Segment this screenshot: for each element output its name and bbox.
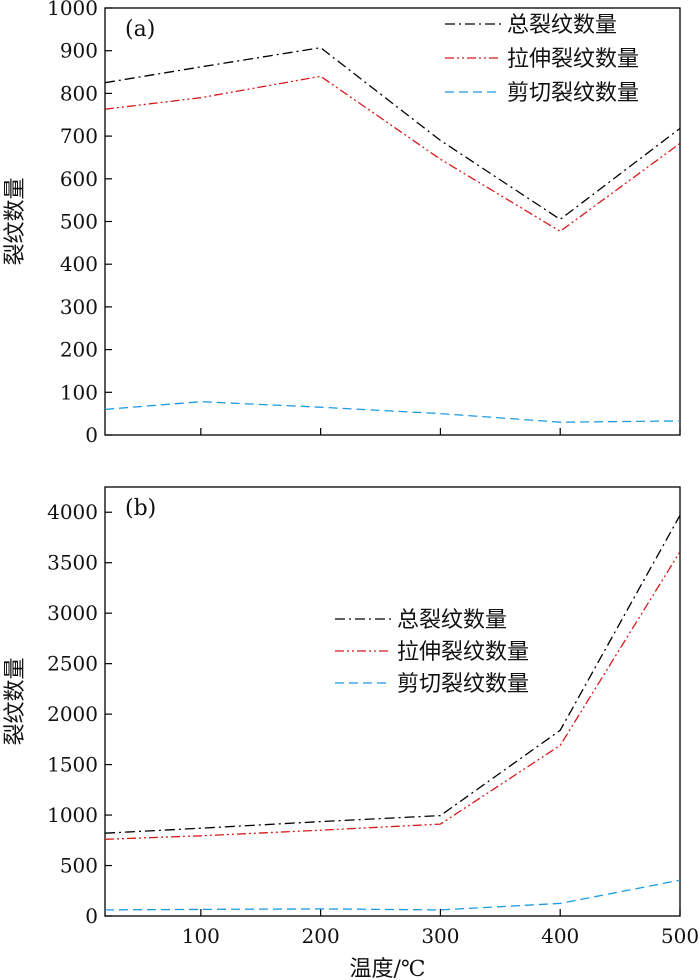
- y-tick-label: 1000: [47, 0, 98, 20]
- y-tick-label: 4000: [47, 500, 98, 524]
- legend-entry: 拉伸裂纹数量: [397, 640, 529, 665]
- series-line-0: [104, 47, 681, 221]
- plot-frame: [104, 486, 681, 917]
- x-tick-label: 200: [302, 924, 340, 948]
- y-tick-label: 0: [85, 423, 98, 447]
- y-tick-label: 2000: [47, 702, 98, 726]
- y-tick-label: 500: [60, 854, 98, 878]
- y-axis-label: 裂纹数量: [3, 657, 28, 745]
- y-tick-label: 2500: [47, 652, 98, 676]
- x-tick-label: 400: [541, 924, 579, 948]
- legend-entry: 拉伸裂纹数量: [507, 47, 639, 72]
- series-line-1: [104, 75, 681, 233]
- y-tick-label: 900: [60, 39, 98, 63]
- legend-entry: 剪切裂纹数量: [507, 81, 639, 106]
- x-tick-label: 500: [661, 924, 699, 948]
- y-tick-label: 300: [60, 295, 98, 319]
- x-axis-label: 温度/℃: [349, 957, 425, 980]
- series-line-0: [104, 514, 681, 834]
- panel-b: 0 500 1000 1500 2000 2500 3000 3500 4000 100 200 30…: [3, 486, 699, 980]
- panel-a: 0 100 200 300 400 500 600 700 800 900 1000 (a) 裂纹数量 总…: [3, 0, 681, 447]
- y-tick-label: 0: [85, 904, 98, 928]
- y-tick-label: 600: [60, 167, 98, 191]
- y-tick-label: 200: [60, 338, 98, 362]
- x-tick-label: 300: [421, 924, 459, 948]
- panel-label: (b): [125, 496, 156, 521]
- y-tick-label: 400: [60, 252, 98, 276]
- y-tick-label: 3000: [47, 601, 98, 625]
- x-tick-label: 100: [182, 924, 220, 948]
- y-tick-label: 800: [60, 81, 98, 105]
- y-tick-label: 100: [60, 380, 98, 404]
- plot-frame: [104, 7, 681, 436]
- y-axis-label: 裂纹数量: [3, 177, 28, 265]
- y-tick-label: 1500: [47, 753, 98, 777]
- legend-entry: 总裂纹数量: [397, 608, 507, 633]
- y-tick-label: 1000: [47, 803, 98, 827]
- legend-entry: 剪切裂纹数量: [397, 672, 529, 697]
- y-tick-label: 700: [60, 124, 98, 148]
- y-tick-label: 500: [60, 210, 98, 234]
- y-tick-label: 3500: [47, 551, 98, 575]
- series-line-2: [104, 879, 681, 911]
- legend-entry: 总裂纹数量: [507, 13, 617, 38]
- panel-label: (a): [125, 17, 155, 42]
- series-line-1: [104, 551, 681, 840]
- series-line-2: [104, 401, 681, 423]
